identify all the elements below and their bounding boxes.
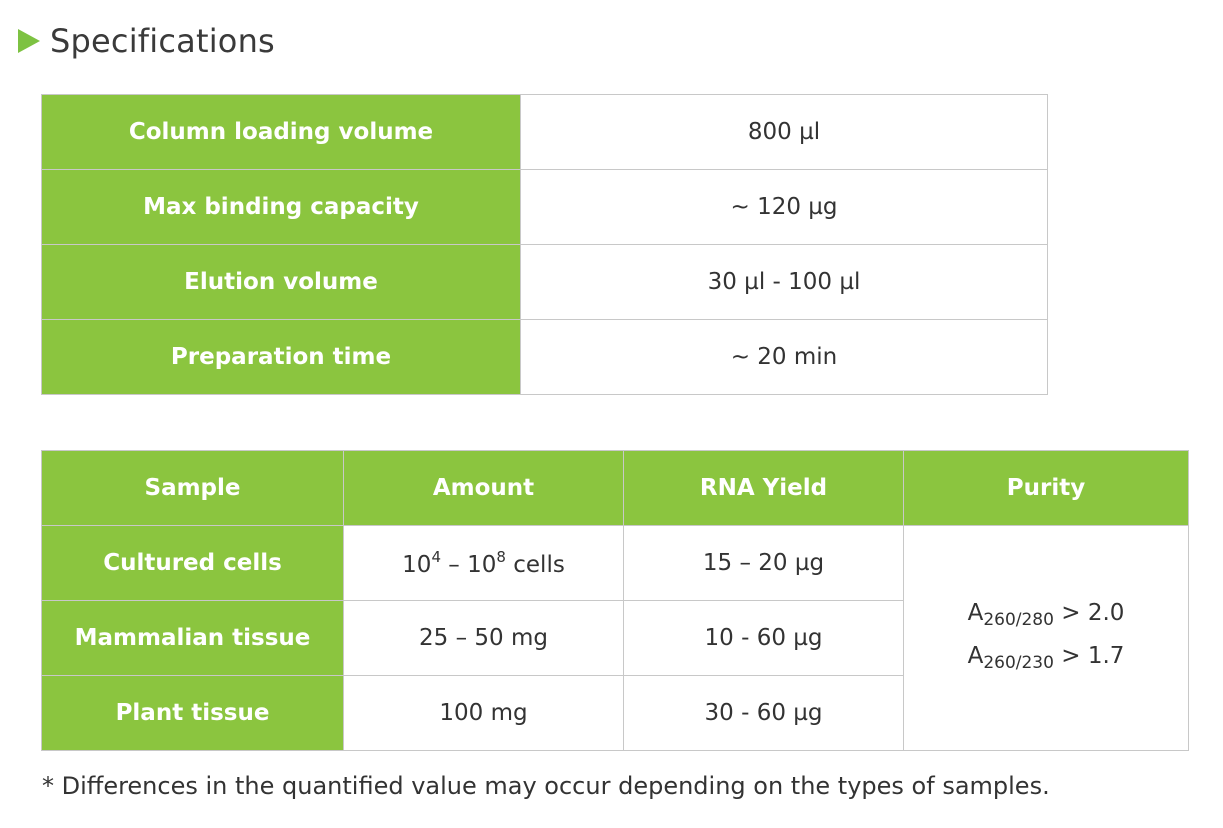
specifications-table: Column loading volume 800 µl Max binding… xyxy=(41,94,1048,395)
sample-name: Mammalian tissue xyxy=(41,600,344,676)
sample-name: Cultured cells xyxy=(41,525,344,601)
amount-exponent: 8 xyxy=(496,548,506,566)
page-title: Specifications xyxy=(50,22,275,60)
play-arrow-icon xyxy=(18,29,40,53)
footnote: * Differences in the quantified value ma… xyxy=(42,772,1050,800)
spec-value: 30 µl - 100 µl xyxy=(520,244,1048,320)
sample-amount: 104 – 108 cells xyxy=(343,525,624,601)
table-row: Max binding capacity ~ 120 µg xyxy=(41,169,1048,245)
purity-ratio-260-280: A260/280 > 2.0 xyxy=(904,595,1188,638)
table-row: Plant tissue 100 mg 30 - 60 µg xyxy=(41,675,1189,751)
purity-cell: A260/280 > 2.0 A260/230 > 1.7 xyxy=(903,525,1189,751)
column-header-rna-yield: RNA Yield xyxy=(623,450,904,526)
purity-value: > 2.0 xyxy=(1053,600,1125,626)
sample-name: Plant tissue xyxy=(41,675,344,751)
sample-amount: 100 mg xyxy=(343,675,624,751)
table-row: Elution volume 30 µl - 100 µl xyxy=(41,244,1048,320)
sample-yield: 15 – 20 µg xyxy=(623,525,904,601)
purity-prefix: A xyxy=(967,643,984,669)
table-row: Preparation time ~ 20 min xyxy=(41,319,1048,395)
column-header-sample: Sample xyxy=(41,450,344,526)
amount-exponent: 4 xyxy=(431,548,441,566)
spec-value: 800 µl xyxy=(520,94,1048,170)
table-row: Column loading volume 800 µl xyxy=(41,94,1048,170)
spec-label: Preparation time xyxy=(41,319,521,395)
amount-base: 10 xyxy=(467,552,497,578)
amount-separator: – xyxy=(441,552,468,578)
purity-prefix: A xyxy=(967,600,984,626)
amount-unit: cells xyxy=(505,552,565,578)
sample-amount: 25 – 50 mg xyxy=(343,600,624,676)
sample-yield: 10 - 60 µg xyxy=(623,600,904,676)
spec-label: Max binding capacity xyxy=(41,169,521,245)
sample-yield: 30 - 60 µg xyxy=(623,675,904,751)
amount-base: 10 xyxy=(402,552,432,578)
spec-label: Elution volume xyxy=(41,244,521,320)
table-row: Cultured cells 104 – 108 cells 15 – 20 µ… xyxy=(41,525,1189,751)
sample-yield-table: Sample Amount RNA Yield Purity Cultured … xyxy=(41,450,1189,751)
column-header-amount: Amount xyxy=(343,450,624,526)
purity-subscript: 260/230 xyxy=(983,653,1054,673)
table-row: Mammalian tissue 25 – 50 mg 10 - 60 µg xyxy=(41,600,1189,676)
spec-value: ~ 120 µg xyxy=(520,169,1048,245)
spec-label: Column loading volume xyxy=(41,94,521,170)
purity-value: > 1.7 xyxy=(1053,643,1125,669)
purity-subscript: 260/280 xyxy=(983,610,1054,630)
column-header-purity: Purity xyxy=(903,450,1189,526)
spec-value: ~ 20 min xyxy=(520,319,1048,395)
section-heading: Specifications xyxy=(18,18,275,64)
table-header-row: Sample Amount RNA Yield Purity xyxy=(41,450,1189,526)
purity-ratio-260-230: A260/230 > 1.7 xyxy=(904,638,1188,681)
